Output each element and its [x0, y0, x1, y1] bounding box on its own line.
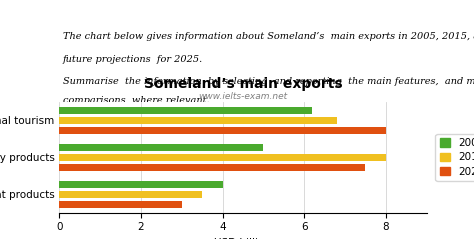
Bar	[59, 201, 182, 208]
Bar	[59, 163, 365, 171]
Text: comparisons  where relevant.: comparisons where relevant.	[63, 96, 210, 105]
Title: Someland’s main exports: Someland’s main exports	[144, 77, 342, 91]
Text: future projections  for 2025.: future projections for 2025.	[63, 55, 203, 64]
Bar	[59, 154, 386, 161]
Text: www.ielts-exam.net: www.ielts-exam.net	[198, 92, 288, 101]
Legend: 2005, 2015, 2025: 2005, 2015, 2025	[436, 134, 474, 181]
Bar	[59, 144, 264, 151]
Text: Summarise  the information  by selecting  and reporting  the main features,  and: Summarise the information by selecting a…	[63, 77, 474, 86]
Bar	[59, 191, 202, 198]
Bar	[59, 117, 337, 124]
Bar	[59, 181, 222, 188]
Bar	[59, 127, 386, 134]
X-axis label: USD billion: USD billion	[214, 238, 272, 239]
Bar	[59, 107, 312, 114]
Text: The chart below gives information about Someland’s  main exports in 2005, 2015, : The chart below gives information about …	[63, 32, 474, 41]
